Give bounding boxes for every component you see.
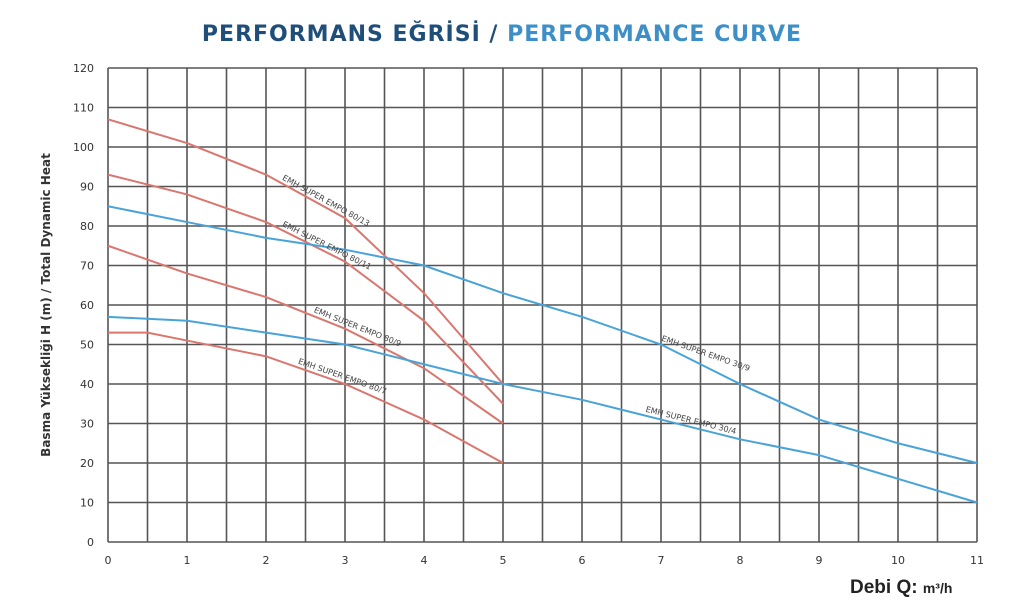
y-tick-label: 60 bbox=[80, 299, 94, 312]
series-line-3 bbox=[108, 331, 504, 464]
y-tick-label: 120 bbox=[73, 62, 94, 75]
x-tick-label: 5 bbox=[500, 554, 507, 567]
x-tick-label: 2 bbox=[263, 554, 270, 567]
series-label: EMH SUPER EMPO 80/13 bbox=[281, 173, 371, 228]
y-tick-label: 80 bbox=[80, 220, 94, 233]
series-line-5 bbox=[107, 315, 978, 504]
y-tick-label: 70 bbox=[80, 260, 94, 273]
y-tick-label: 20 bbox=[80, 457, 94, 470]
series-line-2 bbox=[107, 244, 504, 425]
series-label: EMH SUPER EMPO 80/11 bbox=[281, 220, 373, 272]
x-axis-label: Debi Q: m³/h bbox=[850, 577, 953, 598]
series-line-4 bbox=[107, 205, 978, 464]
y-tick-label: 10 bbox=[80, 497, 94, 510]
x-tick-label: 9 bbox=[816, 554, 823, 567]
chart-title: PERFORMANS EĞRİSİ / PERFORMANCE CURVE bbox=[0, 22, 1004, 47]
y-tick-label: 100 bbox=[73, 141, 94, 154]
x-tick-label: 6 bbox=[579, 554, 586, 567]
y-axis-label: Basma Yüksekliği H (m) / Total Dynamic H… bbox=[39, 153, 53, 457]
x-tick-label: 7 bbox=[658, 554, 665, 567]
series-line-1 bbox=[107, 173, 504, 405]
y-tick-label: 30 bbox=[80, 418, 94, 431]
x-tick-label: 1 bbox=[184, 554, 191, 567]
y-tick-label: 0 bbox=[87, 536, 94, 549]
series-label: EMH SUPER EMPO 30/4 bbox=[645, 405, 737, 436]
y-tick-label: 50 bbox=[80, 339, 94, 352]
x-tick-label: 8 bbox=[737, 554, 744, 567]
title-english: PERFORMANCE CURVE bbox=[507, 22, 803, 47]
x-tick-label: 4 bbox=[421, 554, 428, 567]
y-tick-label: 90 bbox=[80, 181, 94, 194]
x-tick-label: 11 bbox=[970, 554, 984, 567]
y-tick-label: 110 bbox=[73, 102, 94, 115]
title-turkish: PERFORMANS EĞRİSİ / bbox=[201, 22, 499, 47]
series-line-0 bbox=[107, 118, 504, 385]
y-tick-label: 40 bbox=[80, 378, 94, 391]
x-tick-label: 0 bbox=[105, 554, 112, 567]
x-tick-label: 3 bbox=[342, 554, 349, 567]
series-label: EMH SUPER EMPO 80/7 bbox=[297, 357, 388, 396]
x-tick-label: 10 bbox=[891, 554, 905, 567]
